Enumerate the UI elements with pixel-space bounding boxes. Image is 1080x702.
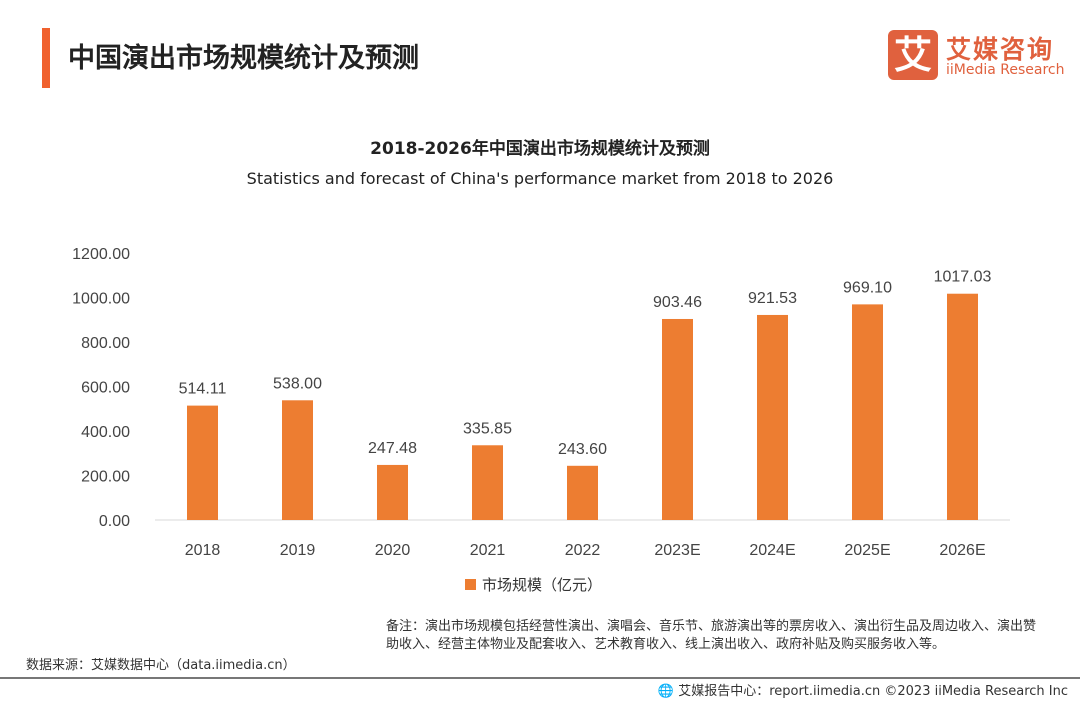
title-accent-bar — [42, 28, 50, 88]
bar — [282, 400, 313, 520]
data-label: 514.11 — [179, 381, 227, 398]
bar — [377, 464, 408, 520]
data-source: 数据来源：艾媒数据中心（data.iimedia.cn） — [26, 658, 296, 673]
globe-icon: 🌐 — [657, 684, 679, 699]
copyright-text: 艾媒报告中心：report.iimedia.cn ©2023 iiMedia R… — [678, 684, 1068, 699]
x-tick-label: 2022 — [565, 542, 601, 559]
y-tick-label: 600.00 — [81, 380, 130, 397]
logo-cn: 艾媒咨询 — [946, 35, 1055, 64]
page-title: 中国演出市场规模统计及预测 — [68, 43, 419, 74]
x-tick-label: 2023E — [654, 542, 700, 559]
logo-mark: 艾 — [888, 30, 938, 80]
data-label: 243.60 — [558, 441, 607, 458]
x-tick-label: 2018 — [185, 542, 221, 559]
x-tick-label: 2019 — [280, 542, 316, 559]
x-tick-label: 2025E — [844, 542, 890, 559]
legend: 市场规模（亿元） — [465, 574, 602, 595]
y-tick-label: 400.00 — [81, 424, 130, 441]
y-tick-label: 0.00 — [99, 513, 130, 530]
chart-subtitle: Statistics and forecast of China's perfo… — [246, 169, 834, 188]
x-tick-label: 2026E — [939, 542, 985, 559]
x-tick-label: 2024E — [749, 542, 795, 559]
data-label: 903.46 — [653, 294, 702, 311]
data-label: 969.10 — [843, 279, 892, 296]
note: 备注：演出市场规模包括经营性演出、演唱会、音乐节、旅游演出等的票房收入、演出衍生… — [386, 619, 1037, 652]
data-label: 247.48 — [368, 440, 417, 457]
divider — [0, 677, 1080, 679]
bar — [947, 293, 978, 520]
y-tick-label: 800.00 — [81, 335, 130, 352]
data-label: 1017.03 — [934, 269, 992, 286]
chart-title: 2018-2026年中国演出市场规模统计及预测 — [370, 139, 710, 159]
y-tick-label: 1200.00 — [72, 246, 130, 263]
y-tick-label: 200.00 — [81, 469, 130, 486]
bar — [472, 445, 503, 520]
bar — [187, 405, 218, 520]
bar — [662, 318, 693, 520]
bar — [852, 304, 883, 520]
x-tick-label: 2020 — [375, 542, 411, 559]
x-tick-label: 2021 — [470, 542, 506, 559]
copyright: 🌐 艾媒报告中心：report.iimedia.cn ©2023 iiMedia… — [658, 680, 1068, 699]
legend-swatch — [465, 579, 476, 590]
bar — [567, 465, 598, 520]
data-label: 335.85 — [463, 420, 512, 437]
data-label: 538.00 — [273, 375, 322, 392]
logo-en: iiMedia Research — [946, 62, 1065, 78]
legend-label: 市场规模（亿元） — [482, 576, 603, 594]
bar — [757, 314, 788, 520]
y-tick-label: 1000.00 — [72, 291, 130, 308]
data-label: 921.53 — [748, 290, 797, 307]
